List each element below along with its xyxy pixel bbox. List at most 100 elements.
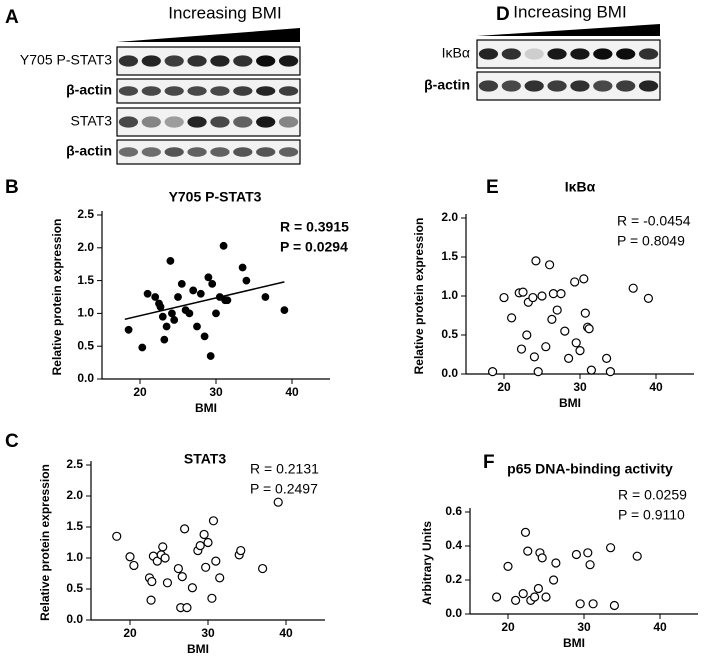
y-axis-label: Relative protein expression bbox=[38, 464, 52, 621]
x-tick-label: 30 bbox=[577, 620, 591, 634]
data-point bbox=[588, 599, 598, 609]
data-point bbox=[215, 573, 225, 583]
data-point bbox=[143, 289, 152, 298]
blot-heading: Increasing BMI bbox=[513, 2, 626, 21]
blot-band bbox=[141, 116, 161, 128]
data-point bbox=[533, 583, 544, 594]
x-tick-label: 40 bbox=[653, 620, 667, 634]
y-axis-label: Arbitrary Units bbox=[420, 521, 434, 605]
chart-title: p65 DNA-binding activity bbox=[507, 461, 673, 477]
data-point bbox=[206, 352, 215, 360]
data-point bbox=[510, 595, 521, 606]
blot-band bbox=[233, 116, 253, 128]
blot-band bbox=[233, 55, 253, 67]
chart-title: STAT3 bbox=[184, 451, 226, 467]
bmi-wedge bbox=[117, 28, 300, 42]
data-point bbox=[195, 540, 205, 551]
y-tick-label: 1.0 bbox=[77, 306, 94, 320]
data-point bbox=[203, 537, 213, 548]
data-point bbox=[580, 308, 590, 318]
stat-annotation: P = 0.2497 bbox=[250, 481, 318, 497]
blot-band bbox=[118, 116, 139, 128]
blot-band bbox=[210, 147, 230, 157]
data-point bbox=[531, 256, 541, 266]
panel-letter: E bbox=[486, 177, 499, 198]
y-tick-label: 2.5 bbox=[77, 207, 94, 221]
data-point bbox=[499, 292, 509, 303]
data-point bbox=[258, 563, 268, 574]
data-point bbox=[528, 292, 538, 303]
data-point bbox=[170, 316, 179, 324]
blot-band bbox=[256, 55, 276, 67]
data-point bbox=[643, 293, 654, 303]
data-point bbox=[182, 602, 192, 613]
data-point bbox=[223, 296, 232, 305]
x-tick-label: 20 bbox=[497, 380, 511, 394]
x-axis-label: BMI bbox=[195, 401, 217, 415]
blot-band bbox=[164, 55, 184, 67]
stat-annotation: P = 0.8049 bbox=[617, 233, 685, 249]
data-point bbox=[177, 571, 187, 582]
data-point bbox=[575, 346, 585, 356]
data-point bbox=[541, 342, 551, 352]
blot-band bbox=[524, 48, 544, 60]
blot-band bbox=[593, 48, 613, 60]
blot-band bbox=[118, 55, 139, 67]
data-point bbox=[548, 289, 559, 299]
x-axis-label: BMI bbox=[563, 636, 585, 650]
data-point bbox=[273, 497, 283, 507]
data-point bbox=[605, 367, 616, 377]
data-point bbox=[601, 353, 612, 363]
y-tick-label: 0.0 bbox=[77, 371, 94, 385]
blot-band bbox=[570, 80, 590, 92]
data-point bbox=[180, 524, 190, 534]
data-point bbox=[541, 592, 551, 602]
panel-letter: A bbox=[5, 7, 19, 28]
blot-row-label: IκBα bbox=[442, 45, 470, 61]
stat-annotation: P = 0.9110 bbox=[618, 507, 685, 523]
data-point bbox=[560, 326, 570, 336]
x-tick-label: 30 bbox=[201, 626, 215, 640]
data-point bbox=[208, 279, 217, 288]
data-point bbox=[125, 552, 135, 562]
y-tick-label: 1.5 bbox=[441, 249, 458, 263]
blot-band bbox=[233, 147, 253, 157]
stat-annotation: R = 0.3915 bbox=[280, 219, 349, 235]
y-tick-label: 0.2 bbox=[445, 572, 462, 586]
blot-band bbox=[256, 86, 276, 96]
blot-band bbox=[547, 48, 567, 60]
data-point bbox=[204, 273, 213, 282]
data-point bbox=[160, 335, 169, 344]
blot-band bbox=[187, 55, 207, 67]
data-point bbox=[156, 302, 165, 311]
data-point bbox=[280, 306, 289, 315]
data-point bbox=[212, 309, 220, 318]
data-point bbox=[173, 563, 183, 574]
blot-row-label: β-actin bbox=[66, 82, 112, 98]
blot-band bbox=[210, 55, 230, 67]
x-axis-label: BMI bbox=[187, 642, 209, 656]
data-point bbox=[586, 365, 597, 375]
stat-annotation: P = 0.0294 bbox=[280, 239, 348, 255]
data-point bbox=[537, 291, 547, 301]
x-tick-label: 20 bbox=[501, 620, 515, 634]
blot-band bbox=[187, 116, 207, 128]
data-point bbox=[211, 556, 221, 566]
stat-annotation: R = -0.0454 bbox=[617, 213, 691, 229]
data-point bbox=[208, 516, 219, 526]
blot-row-label: β-actin bbox=[66, 143, 112, 159]
data-point bbox=[200, 332, 209, 341]
panel-letter: D bbox=[496, 4, 510, 25]
data-point bbox=[529, 592, 540, 602]
data-point bbox=[522, 330, 532, 340]
data-point bbox=[579, 274, 589, 284]
data-point bbox=[162, 578, 173, 588]
blot-band bbox=[187, 147, 207, 157]
data-point bbox=[520, 527, 531, 538]
y-tick-label: 2.0 bbox=[77, 240, 94, 254]
data-point bbox=[518, 287, 528, 297]
data-point bbox=[516, 344, 527, 354]
y-tick-label: 2.0 bbox=[66, 488, 83, 502]
x-tick-label: 40 bbox=[649, 380, 663, 394]
